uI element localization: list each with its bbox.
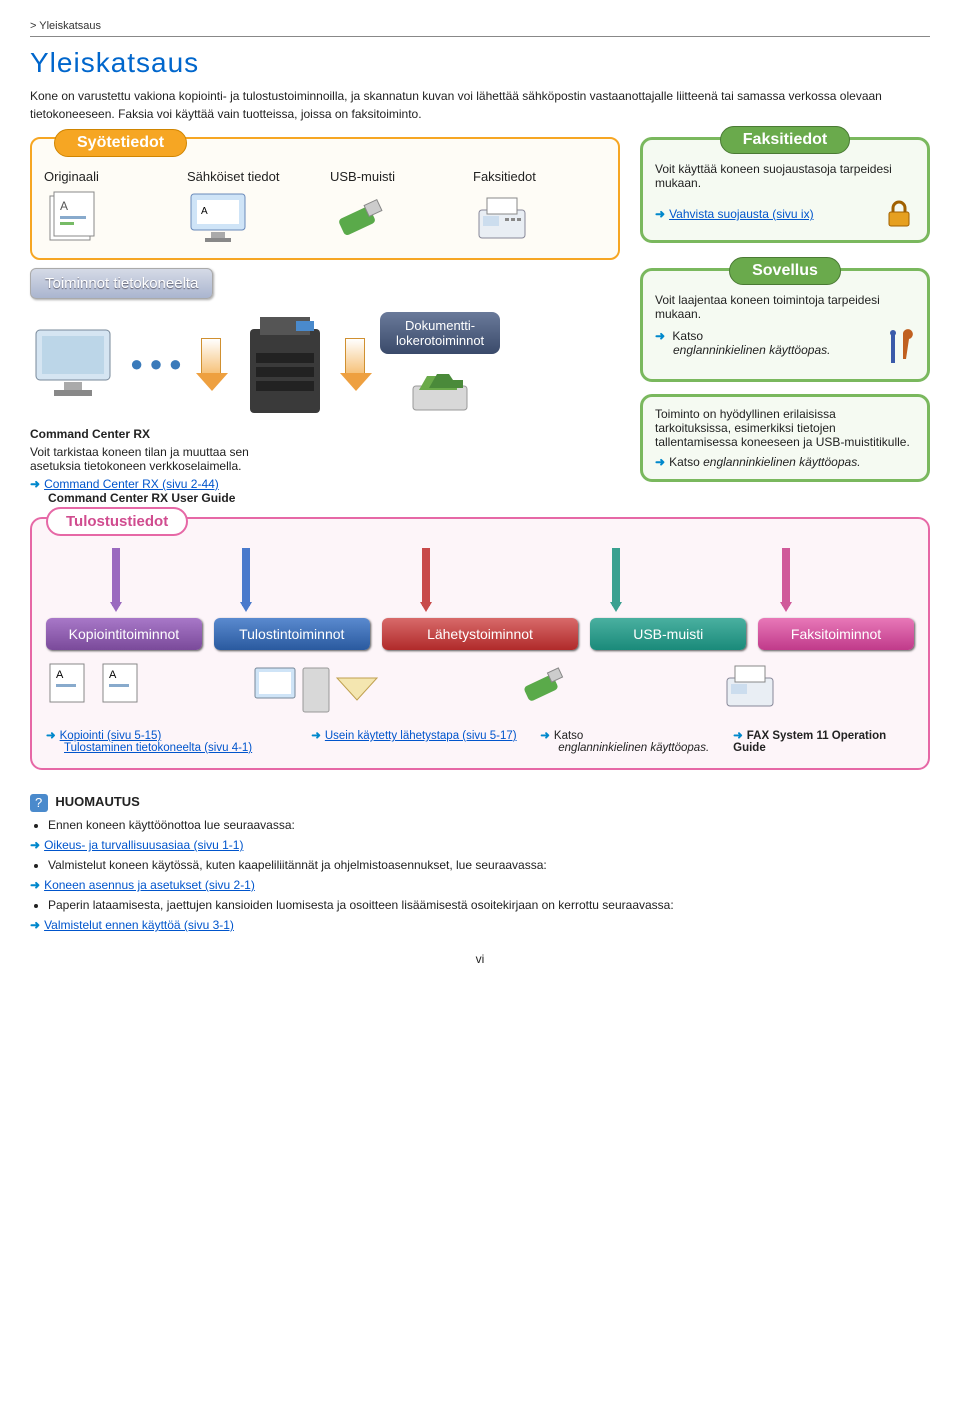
arrow-icon: ➜ <box>733 730 743 742</box>
pc-ops-heading: Toiminnot tietokoneelta <box>30 268 213 299</box>
svg-text:A: A <box>56 669 64 681</box>
katso-label: Katso <box>669 455 700 469</box>
guide-italic: englanninkielinen käyttöopas. <box>558 742 709 754</box>
arrow-icon: ➜ <box>655 207 665 221</box>
arrow-icon: ➜ <box>655 455 665 469</box>
input-item: Faksitiedot <box>473 169 606 246</box>
input-heading: Syötetiedot <box>54 129 187 157</box>
ccrx-link[interactable]: Command Center RX (sivu 2-44) <box>44 477 219 491</box>
useful-body: Toiminto on hyödyllinen erilaisissa tark… <box>655 407 915 449</box>
page-number: vi <box>30 952 930 966</box>
tools-icon <box>885 329 915 369</box>
usb-functions-button[interactable]: USB-muisti <box>590 618 746 650</box>
fax-link[interactable]: Vahvista suojausta (sivu ix) <box>669 207 814 221</box>
doc-icon: A <box>99 660 149 706</box>
output-card: Tulostustiedot Kopiointitoiminnot Tulost… <box>30 517 930 770</box>
note-link-2[interactable]: Koneen asennus ja asetukset (sivu 2-1) <box>44 878 255 892</box>
svg-text:A: A <box>201 206 208 217</box>
ccrx-guide: Command Center RX User Guide <box>48 491 624 505</box>
flowlines-icon <box>46 548 914 618</box>
svg-text:A: A <box>60 199 68 213</box>
input-item: Originaali A <box>44 169 177 246</box>
katso-label: Katso <box>554 730 583 742</box>
katso-label: Katso <box>672 329 703 343</box>
arrow-icon: ➜ <box>30 878 40 892</box>
arrow-icon: ➜ <box>30 918 40 932</box>
pc-icon <box>30 324 120 404</box>
page-title: Yleiskatsaus <box>30 47 930 79</box>
output-heading: Tulostustiedot <box>46 507 188 536</box>
flow-arrow-icon <box>340 338 370 391</box>
ccrx-body: Voit tarkistaa koneen tilan ja muuttaa s… <box>30 445 270 473</box>
note-bullet: Ennen koneen käyttöönottoa lue seuraavas… <box>48 818 930 832</box>
send-link[interactable]: Usein käytetty lähetystapa (sivu 5-17) <box>325 730 517 742</box>
flow-arrow-icon <box>196 338 226 391</box>
fax-card: Faksitiedot Voit käyttää koneen suojaust… <box>640 137 930 243</box>
doc-icon: A <box>46 660 96 706</box>
arrow-icon: ➜ <box>46 730 56 742</box>
arrow-icon: ➜ <box>30 477 40 491</box>
svg-text:A: A <box>109 669 117 681</box>
note-bullet: Valmistelut koneen käytössä, kuten kaape… <box>48 858 930 872</box>
note-bullet: Paperin lataamisesta, jaettujen kansioid… <box>48 898 930 912</box>
send-icons <box>251 660 391 720</box>
fax-body: Voit käyttää koneen suojaustasoja tarpei… <box>655 162 915 190</box>
breadcrumb: > Yleiskatsaus <box>30 20 930 32</box>
fax-functions-button[interactable]: Faksitoiminnot <box>758 618 914 650</box>
usb-icon <box>515 660 571 710</box>
note-link-3[interactable]: Valmistelut ennen käyttöä (sivu 3-1) <box>44 918 234 932</box>
printer-icon <box>240 309 330 419</box>
app-heading: Sovellus <box>729 257 841 285</box>
arrow-icon: ➜ <box>30 838 40 852</box>
input-item: USB-muisti <box>330 169 463 246</box>
fax-heading: Faksitiedot <box>720 126 850 154</box>
note-link-1[interactable]: Oikeus- ja turvallisuusasiaa (sivu 1-1) <box>44 838 243 852</box>
input-item: Sähköiset tiedot A <box>187 169 320 246</box>
app-body: Voit laajentaa koneen toimintoja tarpeid… <box>655 293 915 321</box>
arrow-icon: ➜ <box>655 329 665 343</box>
arrow-icon: ➜ <box>540 730 550 742</box>
lock-icon <box>883 198 915 230</box>
ccrx-title: Command Center RX <box>30 427 624 441</box>
app-card: Sovellus Voit laajentaa koneen toimintoj… <box>640 268 930 382</box>
dots-icon: ● ● ● <box>130 351 182 377</box>
input-label: USB-muisti <box>330 169 463 184</box>
copy-link[interactable]: Kopiointi (sivu 5-15) <box>60 730 162 742</box>
arrow-icon: ➜ <box>311 730 321 742</box>
input-label: Faksitiedot <box>473 169 606 184</box>
print-functions-button[interactable]: Tulostintoiminnot <box>214 618 370 650</box>
input-label: Sähköiset tiedot <box>187 169 320 184</box>
input-card: Syötetiedot Originaali A Sähköiset tiedo… <box>30 137 620 260</box>
note-heading: HUOMAUTUS <box>55 794 140 809</box>
guide-italic: englanninkielinen käyttöopas. <box>673 343 830 357</box>
folder-tray-icon <box>405 360 475 416</box>
fax-icon <box>721 660 781 712</box>
monitor-icon: A <box>187 190 251 246</box>
guide-italic: englanninkielinen käyttöopas. <box>703 455 860 469</box>
info-icon <box>30 794 48 812</box>
fax-icon <box>473 190 533 246</box>
send-functions-button[interactable]: Lähetystoiminnot <box>382 618 579 650</box>
document-stack-icon: A <box>44 190 104 244</box>
useful-card: Toiminto on hyödyllinen erilaisissa tark… <box>640 394 930 482</box>
rule <box>30 36 930 37</box>
print-pc-link[interactable]: Tulostaminen tietokoneelta (sivu 4-1) <box>64 742 252 754</box>
usb-icon <box>330 190 386 246</box>
fax-guide: FAX System 11 Operation Guide <box>733 730 886 754</box>
doc-box-heading: Dokumentti-lokerotoiminnot <box>380 312 500 354</box>
copy-functions-button[interactable]: Kopiointitoiminnot <box>46 618 202 650</box>
intro-text: Kone on varustettu vakiona kopiointi- ja… <box>30 87 930 123</box>
input-label: Originaali <box>44 169 177 184</box>
